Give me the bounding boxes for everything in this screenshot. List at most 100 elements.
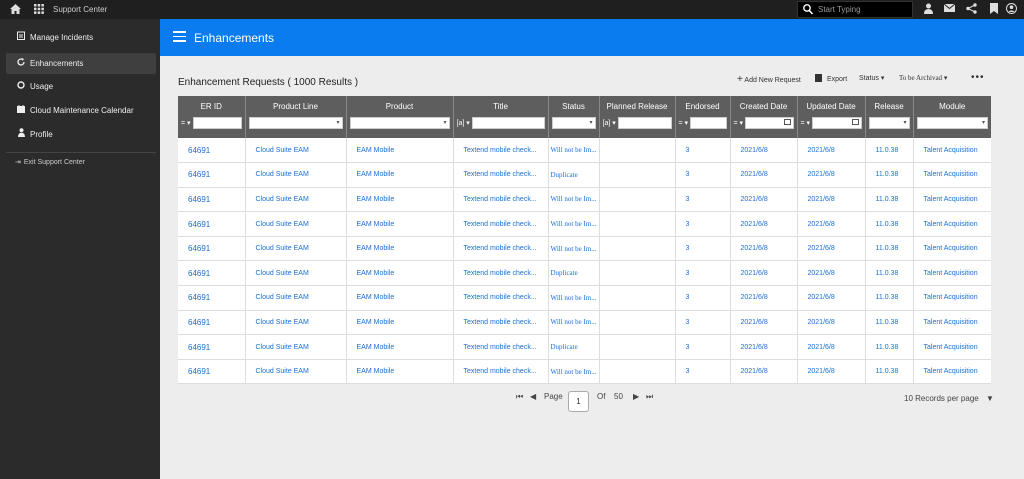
sidebar-item-usage[interactable]: Usage <box>6 76 156 97</box>
filter-select[interactable]: ▾ <box>916 117 988 129</box>
menu-icon[interactable] <box>173 31 186 42</box>
sidebar-item-profile[interactable]: Profile <box>6 124 156 145</box>
cell-title[interactable]: Textend mobile check... <box>453 334 549 360</box>
cell-status[interactable]: Will not be Im... <box>548 310 600 336</box>
cell-status[interactable]: Will not be Im... <box>548 211 600 237</box>
cell-updated-date[interactable]: 2021/6/8 <box>797 260 866 287</box>
cell-endorsed[interactable]: 3 <box>675 285 731 311</box>
cell-title[interactable]: Textend mobile check... <box>453 138 549 164</box>
search-input[interactable]: Start Typing <box>797 1 913 18</box>
cell-product[interactable]: EAM Mobile <box>346 162 454 188</box>
cell-status[interactable]: Duplicate <box>548 162 600 188</box>
cell-module[interactable]: Talent Acquisition <box>913 359 991 385</box>
cell-created-date[interactable]: 2021/6/8 <box>730 285 798 311</box>
last-page-button[interactable]: ⏭ <box>646 392 654 401</box>
cell-endorsed[interactable]: 3 <box>675 260 731 287</box>
filter-input[interactable] <box>471 117 545 129</box>
filter-input[interactable] <box>690 117 727 129</box>
cell-endorsed[interactable]: 3 <box>675 310 731 336</box>
column-header-er-id[interactable]: ER ID = ▾ <box>178 96 246 138</box>
cell-endorsed[interactable]: 3 <box>675 162 731 188</box>
next-page-button[interactable]: ▶ <box>633 392 640 401</box>
filter-endorsed[interactable]: = ▾ <box>679 117 727 129</box>
cell-product-line[interactable]: Cloud Suite EAM <box>245 359 347 385</box>
cell-release[interactable]: 11.0.38 <box>865 359 914 385</box>
cell-status[interactable]: Will not be Im... <box>548 187 600 213</box>
cell-module[interactable]: Talent Acquisition <box>913 211 991 237</box>
filter-select[interactable]: ▾ <box>349 117 450 129</box>
cell-module[interactable]: Talent Acquisition <box>913 334 991 360</box>
table-row[interactable]: 64691 Cloud Suite EAM EAM Mobile Textend mo… <box>178 285 991 311</box>
calendar-icon[interactable] <box>783 119 791 125</box>
cell-title[interactable]: Textend mobile check... <box>453 236 549 262</box>
cell-module[interactable]: Talent Acquisition <box>913 162 991 188</box>
filter-er-id[interactable]: = ▾ <box>181 117 242 129</box>
cell-created-date[interactable]: 2021/6/8 <box>730 187 798 213</box>
cell-release[interactable]: 11.0.38 <box>865 260 914 287</box>
home-icon[interactable] <box>10 4 21 14</box>
cell-created-date[interactable]: 2021/6/8 <box>730 162 798 188</box>
table-row[interactable]: 64691 Cloud Suite EAM EAM Mobile Textend mo… <box>178 359 991 385</box>
cell-product-line[interactable]: Cloud Suite EAM <box>245 260 347 287</box>
cell-updated-date[interactable]: 2021/6/8 <box>797 236 866 262</box>
column-header-planned-release[interactable]: Planned Release [a] ▾ <box>599 96 676 138</box>
cell-endorsed[interactable]: 3 <box>675 138 731 164</box>
filter-date-input[interactable] <box>745 117 794 129</box>
cell-title[interactable]: Textend mobile check... <box>453 359 549 385</box>
cell-title[interactable]: Textend mobile check... <box>453 260 549 287</box>
cell-release[interactable]: 11.0.38 <box>865 162 914 188</box>
filter-select[interactable]: ▾ <box>248 117 343 129</box>
cell-product[interactable]: EAM Mobile <box>346 260 454 287</box>
cell-release[interactable]: 11.0.38 <box>865 310 914 336</box>
cell-updated-date[interactable]: 2021/6/8 <box>797 211 866 237</box>
cell-module[interactable]: Talent Acquisition <box>913 236 991 262</box>
filter-planned-release[interactable]: [a] ▾ <box>603 117 672 129</box>
cell-updated-date[interactable]: 2021/6/8 <box>797 359 866 385</box>
cell-er-id[interactable]: 64691 <box>178 359 246 385</box>
cell-status[interactable]: Will not be Im... <box>548 285 600 311</box>
filter-date-input[interactable] <box>812 117 862 129</box>
sidebar-item-enhancements[interactable]: Enhancements <box>6 53 156 74</box>
cell-updated-date[interactable]: 2021/6/8 <box>797 285 866 311</box>
cell-product[interactable]: EAM Mobile <box>346 285 454 311</box>
cell-status[interactable]: Will not be Im... <box>548 359 600 385</box>
records-per-page-select[interactable]: 10 Records per page ▼ <box>904 394 994 403</box>
cell-er-id[interactable]: 64691 <box>178 162 246 188</box>
cell-product[interactable]: EAM Mobile <box>346 310 454 336</box>
cell-product-line[interactable]: Cloud Suite EAM <box>245 162 347 188</box>
filter-updated-date[interactable]: = ▾ <box>801 117 862 129</box>
column-header-module[interactable]: Module ▾ <box>913 96 991 138</box>
cell-product[interactable]: EAM Mobile <box>346 187 454 213</box>
cell-title[interactable]: Textend mobile check... <box>453 211 549 237</box>
filter-status[interactable]: ▾ <box>551 117 596 129</box>
cell-status[interactable]: Will not be Im... <box>548 236 600 262</box>
prev-page-button[interactable]: ◀ <box>530 392 537 401</box>
filter-input[interactable] <box>617 117 672 129</box>
cell-module[interactable]: Talent Acquisition <box>913 285 991 311</box>
cell-er-id[interactable]: 64691 <box>178 334 246 360</box>
cell-title[interactable]: Textend mobile check... <box>453 187 549 213</box>
archival-dropdown[interactable]: To be Archivad ▾ <box>899 74 947 82</box>
cell-release[interactable]: 11.0.38 <box>865 138 914 164</box>
table-row[interactable]: 64691 Cloud Suite EAM EAM Mobile Textend mo… <box>178 260 991 287</box>
cell-release[interactable]: 11.0.38 <box>865 211 914 237</box>
cell-module[interactable]: Talent Acquisition <box>913 310 991 336</box>
cell-release[interactable]: 11.0.38 <box>865 334 914 360</box>
column-header-release[interactable]: Release ▾ <box>865 96 914 138</box>
filter-product[interactable]: ▾ <box>349 117 450 129</box>
filter-release[interactable]: ▾ <box>868 117 910 129</box>
cell-title[interactable]: Textend mobile check... <box>453 162 549 188</box>
column-header-created-date[interactable]: Created Date = ▾ <box>730 96 798 138</box>
cell-product[interactable]: EAM Mobile <box>346 138 454 164</box>
status-dropdown[interactable]: Status ▾ <box>859 74 884 82</box>
column-header-endorsed[interactable]: Endorsed = ▾ <box>675 96 731 138</box>
filter-select[interactable]: ▾ <box>868 117 910 129</box>
table-row[interactable]: 64691 Cloud Suite EAM EAM Mobile Textend mo… <box>178 187 991 213</box>
cell-updated-date[interactable]: 2021/6/8 <box>797 334 866 360</box>
cell-module[interactable]: Talent Acquisition <box>913 138 991 164</box>
cell-er-id[interactable]: 64691 <box>178 211 246 237</box>
column-header-title[interactable]: Title [a] ▾ <box>453 96 549 138</box>
more-options-icon[interactable]: ••• <box>971 72 985 83</box>
table-row[interactable]: 64691 Cloud Suite EAM EAM Mobile Textend mo… <box>178 138 991 164</box>
cell-er-id[interactable]: 64691 <box>178 236 246 262</box>
